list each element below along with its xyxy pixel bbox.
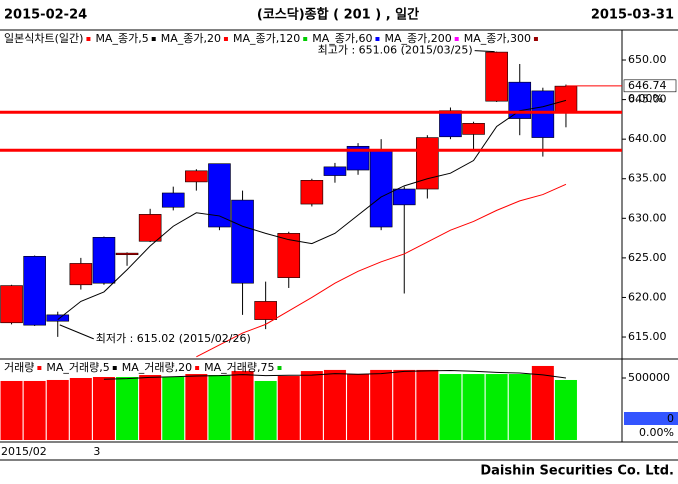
candle-body (231, 199, 254, 284)
candle-body (23, 255, 46, 326)
volume-bar (554, 379, 577, 440)
volume-bar (69, 377, 92, 440)
volume-bar (439, 374, 462, 440)
legend-label: MA_종가,20 (161, 32, 221, 45)
last-price: 646.74 (628, 79, 667, 92)
legend-label: MA_종가,5 (95, 32, 148, 45)
legend-label: 일본식차트(일간) (4, 31, 83, 45)
last-price-box (623, 79, 677, 93)
volume-bar (116, 377, 139, 440)
volume-bar (462, 374, 485, 440)
y-tick-label: 640.00 (628, 132, 667, 145)
y-tick-label: 630.00 (628, 211, 667, 224)
candle-body (46, 314, 70, 322)
candle-body (323, 166, 347, 176)
volume-bar (277, 376, 300, 440)
candle-body (346, 145, 370, 171)
y-tick-label: 635.00 (628, 172, 667, 185)
volume-bar (416, 369, 439, 440)
legend-swatch (86, 37, 91, 41)
last-change: 0.00% (628, 92, 663, 105)
annotation-arrow (474, 50, 495, 53)
volume-bar (162, 377, 185, 440)
end-date: 2015-03-31 (591, 8, 674, 23)
candle-body (462, 123, 485, 135)
y-tick-label: 650.00 (628, 53, 667, 66)
max-annotation: 최고가 : 651.06 (2015/03/25) (318, 44, 473, 57)
legend-swatch (454, 37, 459, 41)
candle-body (485, 51, 508, 102)
y-tick-label: 500000 (628, 371, 670, 384)
volume-bar (0, 380, 23, 440)
candle-body (392, 188, 416, 206)
legend-swatch (151, 37, 156, 41)
candle-body (185, 170, 208, 183)
legend-label: MA_거래량,5 (46, 361, 109, 374)
volume-bar (208, 375, 231, 440)
candle-body (138, 214, 162, 242)
volume-bar (370, 369, 393, 440)
candle-body (208, 163, 231, 228)
candle-body (254, 301, 277, 320)
volume-bar (347, 374, 370, 440)
last-volume-box (624, 412, 678, 425)
candle-body (92, 237, 116, 284)
legend-swatch (375, 37, 380, 41)
y-tick-label: 645.00 (628, 93, 667, 106)
candle-body (531, 90, 555, 138)
candle-body (69, 263, 93, 286)
y-tick-label: 625.00 (628, 251, 667, 264)
footer: Daishin Securities Co. Ltd. (480, 464, 674, 479)
annotation-arrow (59, 324, 94, 340)
volume-bar (254, 380, 277, 440)
volume-bar (92, 377, 115, 440)
legend-label: MA_종가,60 (312, 32, 372, 45)
candle-body (277, 233, 301, 278)
volume-bar (139, 375, 162, 440)
volume-bar (23, 380, 46, 440)
header-title: (코스닥)종합 ( 201 ) , 일간 (257, 7, 419, 23)
legend-label: MA_거래량,75 (204, 361, 274, 374)
last-volume-change: 0.00% (639, 426, 674, 439)
volume-bar (231, 371, 254, 440)
last-volume: 0 (667, 412, 674, 425)
y-tick-label: 620.00 (628, 290, 667, 303)
ma-line (196, 183, 567, 358)
legend-swatch (112, 366, 117, 370)
y-tick-label: 615.00 (628, 330, 667, 343)
x-tick-label: 2015/02 (1, 445, 47, 458)
legend-swatch (37, 366, 42, 370)
candle-body (439, 110, 462, 138)
candle-body (0, 285, 23, 324)
candle-body (115, 252, 139, 256)
legend-swatch (277, 366, 282, 370)
x-tick-label: 3 (93, 445, 100, 458)
candle-body (300, 180, 324, 205)
legend-label: MA_종가,200 (384, 32, 451, 45)
candle-body (554, 85, 578, 113)
candle-body (161, 192, 185, 208)
legend-swatch (533, 37, 538, 41)
volume-bar (508, 374, 531, 440)
min-annotation: 최저가 : 615.02 (2015/02/26) (96, 332, 251, 345)
volume-bar (46, 379, 69, 440)
legend-swatch (223, 37, 228, 41)
legend-label: MA_거래량,20 (122, 361, 192, 374)
start-date: 2015-02-24 (4, 8, 87, 23)
legend-label: 거래량 (4, 361, 34, 374)
legend-swatch (195, 366, 200, 370)
legend-swatch (303, 37, 308, 41)
volume-bar (393, 369, 416, 440)
volume-bar (485, 374, 508, 440)
ma-line (103, 370, 567, 380)
volume-bar (300, 371, 323, 440)
legend-label: MA_종가,120 (233, 32, 300, 45)
volume-bar (531, 365, 554, 440)
volume-bar (323, 369, 346, 440)
volume-bar (185, 374, 208, 440)
legend-label: MA_종가,300 (464, 32, 531, 45)
candle-body (369, 149, 393, 228)
